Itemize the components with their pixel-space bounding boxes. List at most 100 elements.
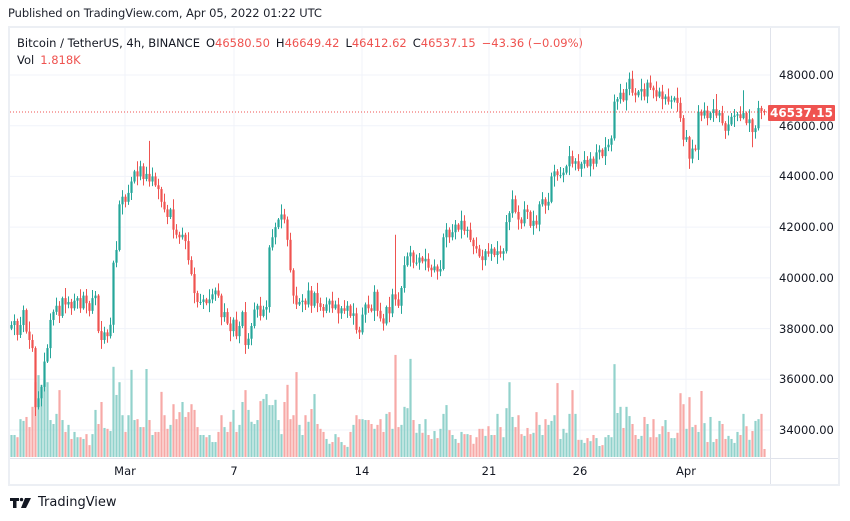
- volume-bar: [148, 420, 151, 457]
- volume-bar: [484, 435, 487, 457]
- candle-body: [502, 251, 505, 254]
- candle-body: [589, 158, 592, 167]
- volume-bar: [127, 415, 130, 457]
- volume-row: Vol 1.818K: [17, 52, 583, 69]
- candle-body: [505, 222, 508, 252]
- candle-body: [568, 156, 571, 167]
- candle-body: [31, 339, 34, 349]
- volume-bar: [82, 438, 85, 457]
- candle-body: [583, 159, 586, 164]
- volume-bar: [361, 419, 364, 457]
- candle-body: [511, 199, 514, 214]
- volume-bar: [202, 435, 205, 457]
- volume-bar: [535, 412, 538, 457]
- candle-body: [46, 348, 49, 362]
- volume-bar: [415, 432, 418, 457]
- volume-bar: [541, 435, 544, 457]
- candle-body: [88, 303, 91, 311]
- candle-body: [172, 209, 175, 230]
- candle-body: [115, 249, 118, 263]
- candle-body: [85, 295, 88, 304]
- volume-bar: [301, 435, 304, 457]
- volume-bar: [619, 406, 622, 457]
- candle-body: [325, 304, 328, 311]
- published-caption: Published on TradingView.com, Apr 05, 20…: [8, 6, 322, 20]
- volume-bar: [253, 424, 256, 457]
- volume-bar: [532, 432, 535, 457]
- volume-bar: [76, 437, 79, 457]
- volume-bar: [481, 428, 484, 457]
- volume-bar: [10, 435, 13, 457]
- candle-body: [190, 260, 193, 275]
- candle-body: [319, 303, 322, 308]
- volume-bar: [277, 420, 280, 457]
- candle-body: [607, 144, 610, 148]
- volume-bar: [319, 428, 322, 457]
- candle-body: [751, 119, 754, 133]
- volume-label[interactable]: Vol: [17, 53, 35, 67]
- volume-bar: [586, 438, 589, 457]
- candle-body: [313, 293, 316, 306]
- candle-body: [742, 113, 745, 119]
- symbol-title[interactable]: Bitcoin / TetherUS, 4h, BINANCE: [17, 36, 200, 50]
- volume-bar: [580, 439, 583, 457]
- candle-body: [25, 310, 28, 332]
- tradingview-footer[interactable]: TradingView: [10, 495, 117, 510]
- volume-bar: [469, 435, 472, 457]
- volume-bar: [472, 443, 475, 457]
- candle-body: [103, 332, 106, 340]
- candle-body: [463, 220, 466, 231]
- candle-body: [349, 305, 352, 316]
- candle-body: [322, 307, 325, 311]
- candle-body: [472, 239, 475, 247]
- candle-body: [415, 262, 418, 264]
- volume-bar: [157, 431, 160, 457]
- volume-bar: [511, 416, 514, 457]
- volume-bar: [418, 424, 421, 457]
- candle-body: [478, 248, 481, 257]
- candle-body: [160, 189, 163, 202]
- volume-bar: [25, 416, 28, 457]
- candle-body: [226, 312, 229, 324]
- volume-bar: [103, 427, 106, 457]
- candle-body: [508, 213, 511, 223]
- candle-body: [457, 224, 460, 230]
- volume-bar: [226, 431, 229, 457]
- chart-legend: Bitcoin / TetherUS, 4h, BINANCE O 46580.5…: [17, 35, 583, 69]
- candle-body: [760, 107, 763, 111]
- candle-body: [436, 266, 439, 272]
- volume-bar: [721, 424, 724, 457]
- volume-bar: [364, 420, 367, 457]
- candle-body: [58, 305, 61, 316]
- volume-bar: [475, 437, 478, 457]
- volume-bar: [151, 435, 154, 457]
- candle-body: [16, 320, 19, 335]
- candle-body: [346, 305, 349, 311]
- tradingview-brand: TradingView: [38, 495, 117, 510]
- volume-bar: [709, 416, 712, 457]
- volume-bar: [268, 405, 271, 457]
- candle-body: [676, 97, 679, 103]
- volume-bar: [289, 419, 292, 457]
- volume-bar: [385, 413, 388, 457]
- volume-bar: [178, 412, 181, 457]
- volume-bar: [163, 415, 166, 457]
- candle-body: [187, 241, 190, 261]
- candle-body: [148, 173, 151, 182]
- candle-body: [466, 229, 469, 231]
- volume-bar: [355, 415, 358, 457]
- candle-body: [439, 268, 442, 272]
- volume-bar: [715, 438, 718, 457]
- volume-bar: [73, 431, 76, 457]
- volume-bar: [316, 424, 319, 457]
- volume-bar: [577, 439, 580, 457]
- volume-bar: [88, 445, 91, 457]
- candle-body: [544, 199, 547, 206]
- candle-body: [97, 295, 100, 332]
- candle-body: [610, 138, 613, 145]
- volume-bar: [328, 443, 331, 457]
- candle-body: [679, 102, 682, 119]
- volume-bar: [49, 420, 52, 457]
- volume-bar: [124, 431, 127, 457]
